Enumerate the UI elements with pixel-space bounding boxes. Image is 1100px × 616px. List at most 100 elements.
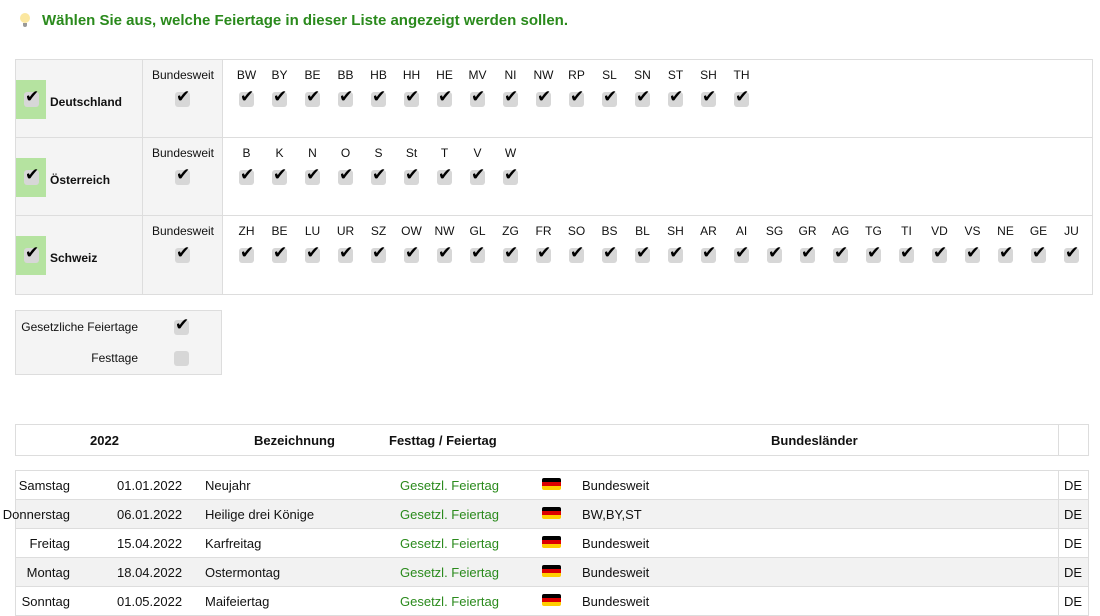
region-checkbox[interactable]: [800, 243, 815, 263]
region-checkbox[interactable]: [635, 87, 650, 107]
region-checkbox[interactable]: [338, 87, 353, 107]
region-checkbox[interactable]: [998, 243, 1013, 263]
region-checkbox[interactable]: [305, 165, 320, 185]
region-code: SG: [765, 224, 784, 238]
holiday-name: Heilige drei Könige: [205, 507, 315, 522]
bundesweit-checkbox[interactable]: [175, 87, 190, 107]
region-checkbox[interactable]: [404, 87, 419, 107]
region-checkbox[interactable]: [767, 243, 782, 263]
region-checkbox[interactable]: [536, 87, 551, 107]
lightbulb-icon: [20, 12, 30, 29]
table-row[interactable]: Freitag 15.04.2022 Karfreitag Gesetzl. Feie…: [16, 529, 1088, 558]
region-checkbox[interactable]: [470, 87, 485, 107]
region-code: NI: [504, 68, 517, 82]
region-ag: AG: [824, 216, 857, 294]
flag-de-icon: [542, 594, 561, 606]
region-checkbox[interactable]: [272, 87, 287, 107]
region-checkbox[interactable]: [404, 165, 419, 185]
region-code: BB: [337, 68, 354, 82]
region-checkbox[interactable]: [668, 243, 683, 263]
date: 01.01.2022: [117, 478, 183, 493]
country-checkbox[interactable]: [24, 87, 39, 107]
region-checkbox[interactable]: [569, 87, 584, 107]
region-checkbox[interactable]: [272, 165, 287, 185]
region-checkbox[interactable]: [371, 87, 386, 107]
country-checkbox[interactable]: [24, 165, 39, 185]
region-ow: OW: [395, 216, 428, 294]
region-code: AG: [831, 224, 850, 238]
region-code: SZ: [370, 224, 387, 238]
region-checkbox[interactable]: [1031, 243, 1046, 263]
region-checkbox[interactable]: [371, 165, 386, 185]
region-checkbox[interactable]: [305, 87, 320, 107]
region-checkbox[interactable]: [503, 165, 518, 185]
region-code: NW: [533, 68, 554, 82]
region-checkbox[interactable]: [470, 165, 485, 185]
region-checkbox[interactable]: [437, 165, 452, 185]
region-checkbox[interactable]: [866, 243, 881, 263]
filter-checkbox[interactable]: [174, 351, 189, 366]
region-checkbox[interactable]: [239, 165, 254, 185]
country-code: DE: [1058, 587, 1082, 615]
region-code: HE: [436, 68, 453, 82]
region-checkbox[interactable]: [272, 243, 287, 263]
region-code: LU: [304, 224, 321, 238]
region-checkbox[interactable]: [239, 87, 254, 107]
region-checkbox[interactable]: [239, 243, 254, 263]
country-checkbox[interactable]: [24, 243, 39, 263]
region-sl: SL: [593, 60, 626, 138]
region-checkbox[interactable]: [734, 243, 749, 263]
region-ju: JU: [1055, 216, 1088, 294]
region-checkbox[interactable]: [569, 243, 584, 263]
region-checkbox[interactable]: [833, 243, 848, 263]
table-row[interactable]: Samstag 01.01.2022 Neujahr Gesetzl. Feierta…: [16, 471, 1088, 500]
region-checkbox[interactable]: [503, 243, 518, 263]
table-row[interactable]: Montag 18.04.2022 Ostermontag Gesetzl. Feie…: [16, 558, 1088, 587]
region-code: NW: [434, 224, 455, 238]
region-checkbox[interactable]: [701, 243, 716, 263]
region-checkbox[interactable]: [602, 87, 617, 107]
region-code: GR: [798, 224, 817, 238]
region-hb: HB: [362, 60, 395, 138]
region-checkbox[interactable]: [305, 243, 320, 263]
header-regions: Bundesländer: [771, 433, 858, 448]
region-checkbox[interactable]: [503, 87, 518, 107]
bundesweit-checkbox[interactable]: [175, 165, 190, 185]
header-year: 2022: [90, 433, 119, 448]
bundesweit-label: Bundesweit: [151, 146, 215, 160]
region-checkbox[interactable]: [899, 243, 914, 263]
holiday-type: Gesetzl. Feiertag: [400, 507, 499, 522]
region-checkbox[interactable]: [668, 87, 683, 107]
region-checkbox[interactable]: [371, 243, 386, 263]
bundesweit-checkbox[interactable]: [175, 243, 190, 263]
region-checkbox[interactable]: [437, 243, 452, 263]
country-cell: Schweiz: [16, 216, 143, 294]
region-checkbox[interactable]: [965, 243, 980, 263]
region-checkbox[interactable]: [701, 87, 716, 107]
region-checkbox[interactable]: [635, 243, 650, 263]
bundesweit-label: Bundesweit: [151, 68, 215, 82]
region-checkbox[interactable]: [338, 243, 353, 263]
regions: BW,BY,ST: [582, 507, 642, 522]
filter-checkbox[interactable]: [174, 315, 189, 335]
region-code: SH: [700, 68, 717, 82]
flag-de-icon: [542, 565, 561, 577]
region-checkbox[interactable]: [437, 87, 452, 107]
country-code: DE: [1058, 529, 1082, 557]
region-checkbox[interactable]: [404, 243, 419, 263]
region-be: BE: [296, 60, 329, 138]
region-checkbox[interactable]: [536, 243, 551, 263]
region-w: W: [494, 138, 527, 216]
region-checkbox[interactable]: [734, 87, 749, 107]
region-checkbox[interactable]: [470, 243, 485, 263]
region-code: TH: [733, 68, 750, 82]
region-code: MV: [468, 68, 487, 82]
region-checkbox[interactable]: [602, 243, 617, 263]
region-vs: VS: [956, 216, 989, 294]
region-checkbox[interactable]: [338, 165, 353, 185]
weekday: Donnerstag: [2, 507, 70, 522]
region-checkbox[interactable]: [1064, 243, 1079, 263]
date: 06.01.2022: [117, 507, 183, 522]
table-row[interactable]: Donnerstag 06.01.2022 Heilige drei Könige G…: [3, 500, 1088, 529]
region-checkbox[interactable]: [932, 243, 947, 263]
